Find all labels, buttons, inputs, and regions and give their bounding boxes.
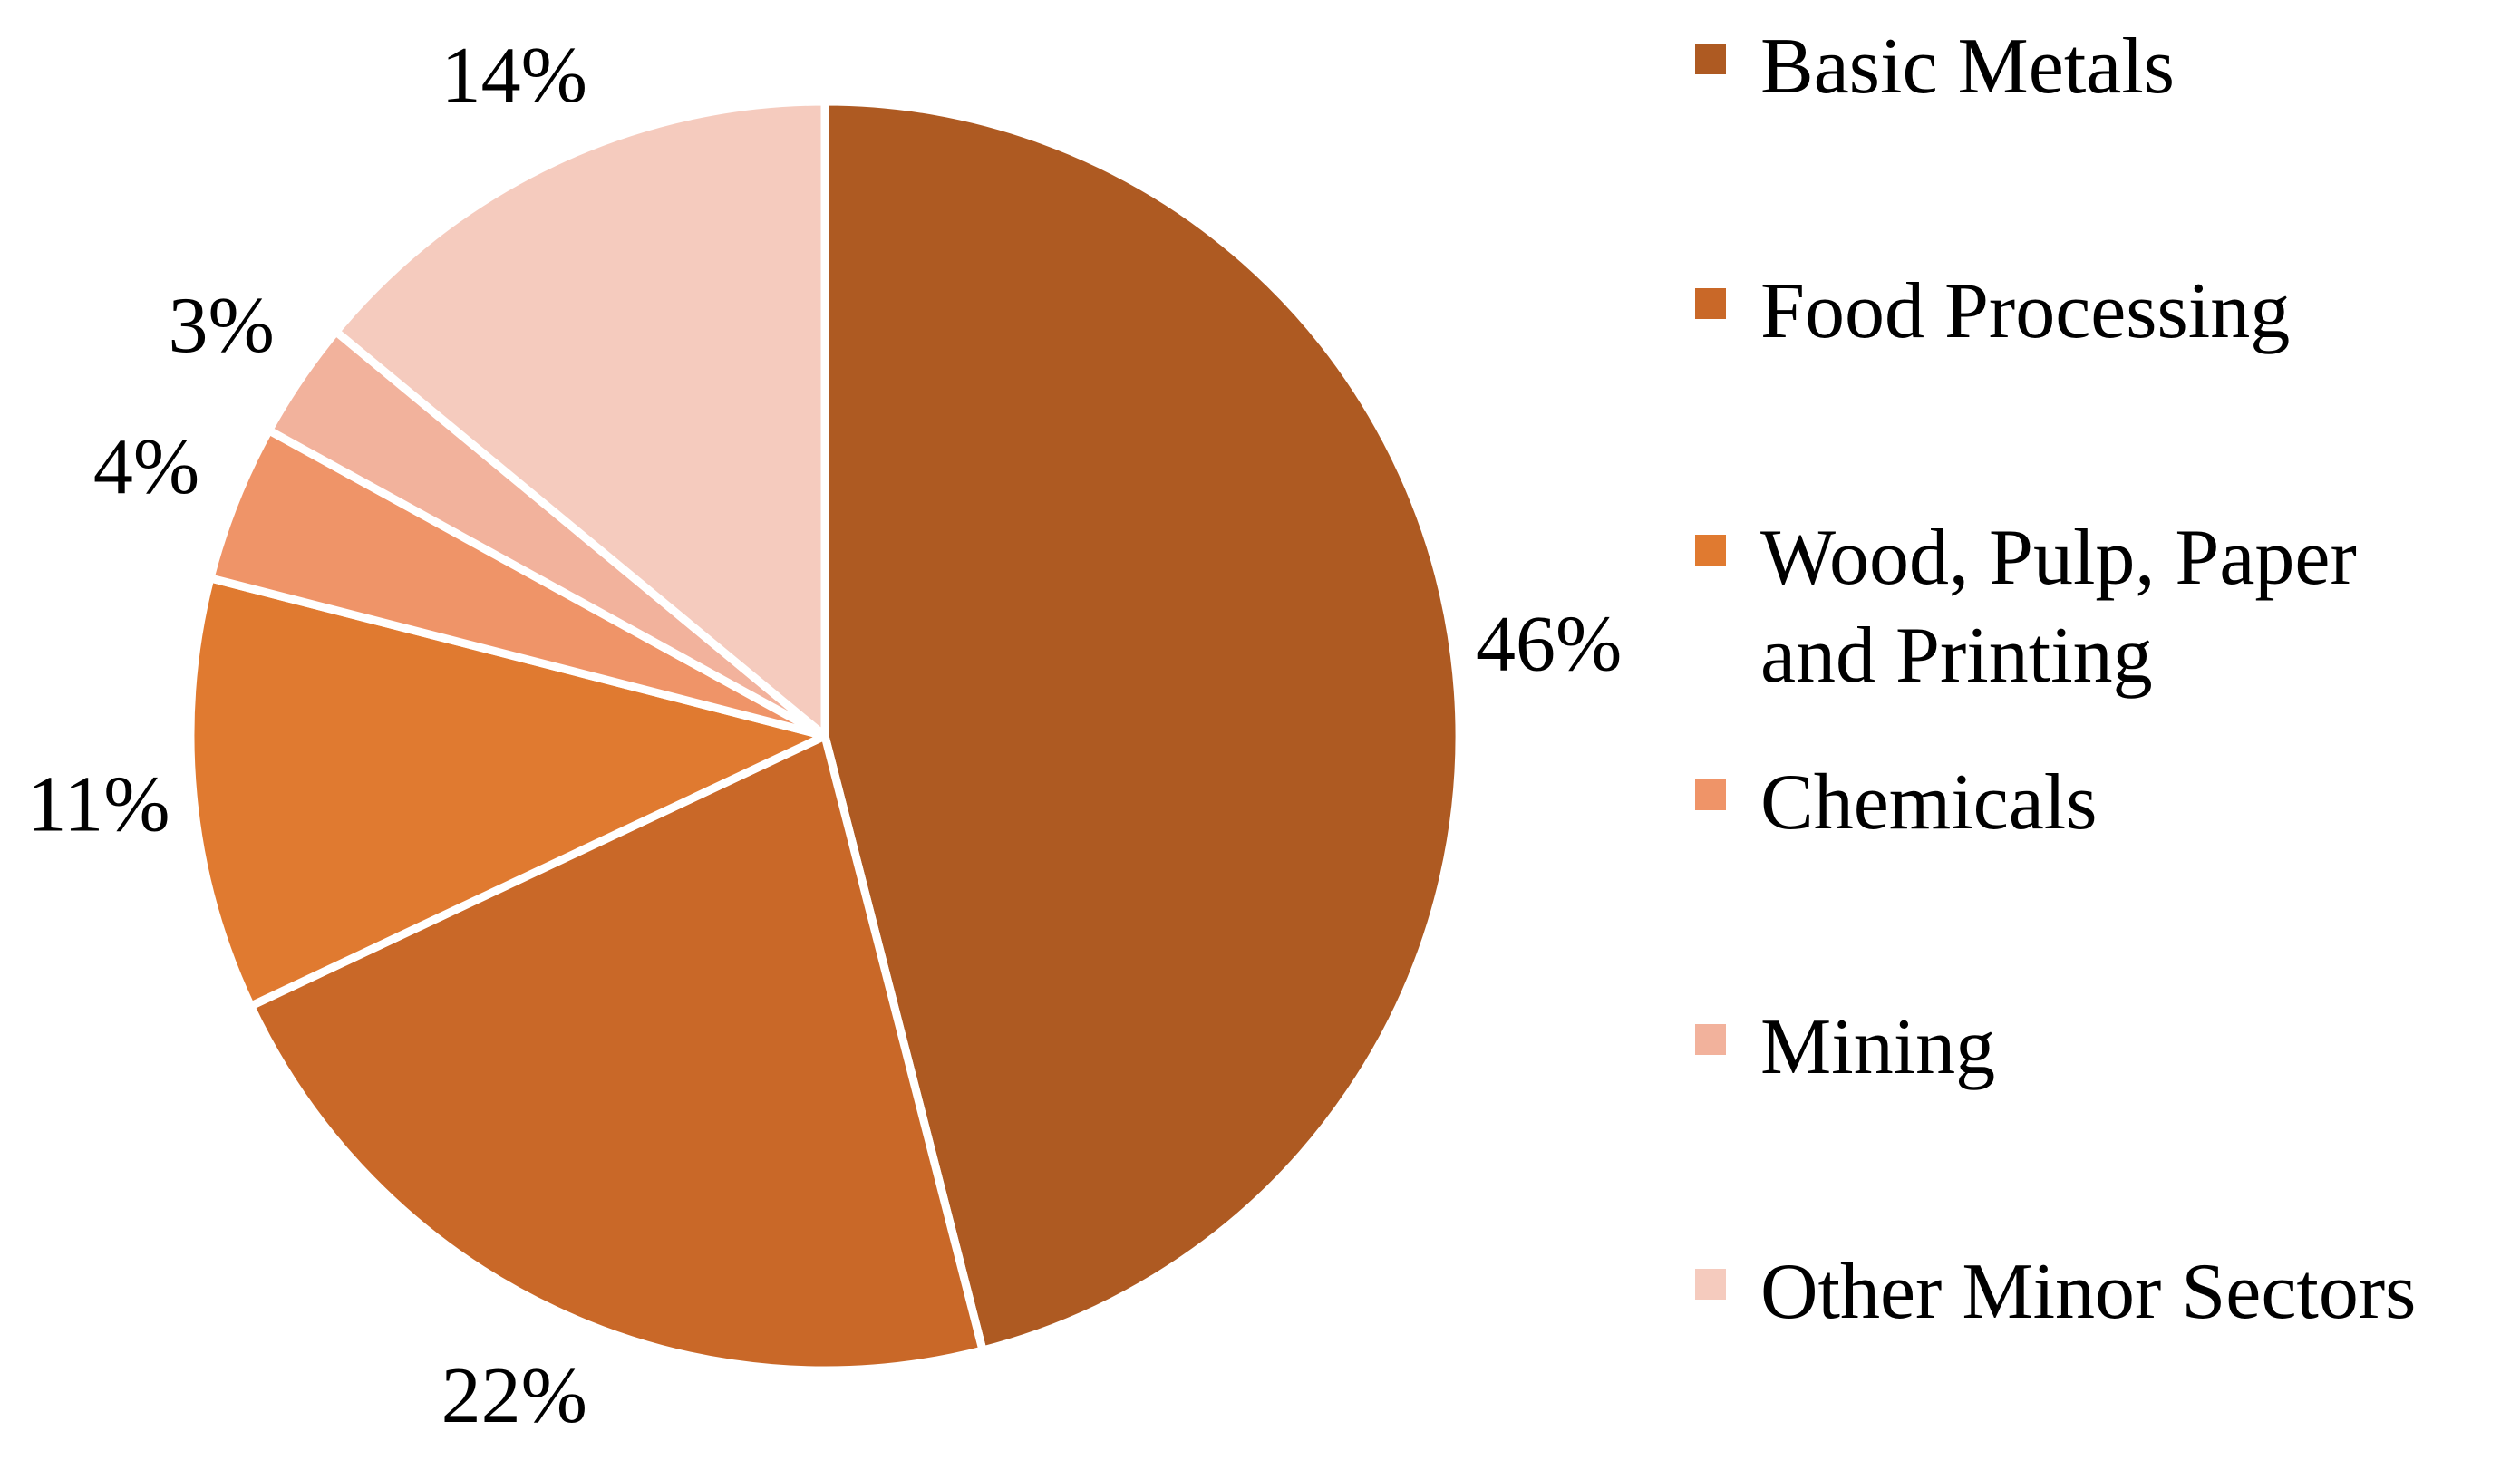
legend-item-food-processing: Food Processing [1695,263,2290,361]
legend-swatch [1695,44,1726,74]
data-label-chemicals: 4% [93,423,199,511]
data-label-mining: 3% [169,282,275,370]
legend-swatch [1695,1024,1726,1055]
legend-swatch [1695,535,1726,566]
legend-label: Mining [1760,1003,1996,1091]
pie-slice-basic-metals [820,97,1464,1355]
legend-label: Food Processing [1760,267,2291,355]
legend-label: Chemicals [1760,759,2098,846]
legend-item-wood-pulp-paper-printing: Wood, Pulp, Paper and Printing [1695,509,2357,705]
legend-item-chemicals: Chemicals [1695,754,2097,852]
pie-slice-food-processing [247,731,987,1375]
data-label-food-processing: 22% [441,1352,587,1440]
legend-label: Other Minor Sectors [1760,1248,2417,1336]
pie-slices [186,97,1464,1375]
legend-item-basic-metals: Basic Metals [1695,18,2175,116]
legend-item-other-minor-sectors: Other Minor Sectors [1695,1243,2416,1341]
data-label-other-minor-sectors: 14% [441,32,587,120]
legend-label: Basic Metals [1760,23,2176,111]
legend-label: Wood, Pulp, Paper and Printing [1760,514,2357,700]
pie-slice-other-minor-sectors [332,97,829,740]
pie-slice-wood-pulp-paper-and-printing [186,574,829,1011]
data-label-wood-pulp-paper-and-printing: 11% [27,760,170,848]
legend-swatch [1695,1269,1726,1300]
legend-swatch [1695,779,1726,810]
legend-item-mining: Mining [1695,999,1995,1097]
data-label-basic-metals: 46% [1476,601,1622,689]
legend-swatch [1695,288,1726,319]
pie-value-labels: 46% 22% 11% 4% 3% 14% [27,32,1623,1440]
